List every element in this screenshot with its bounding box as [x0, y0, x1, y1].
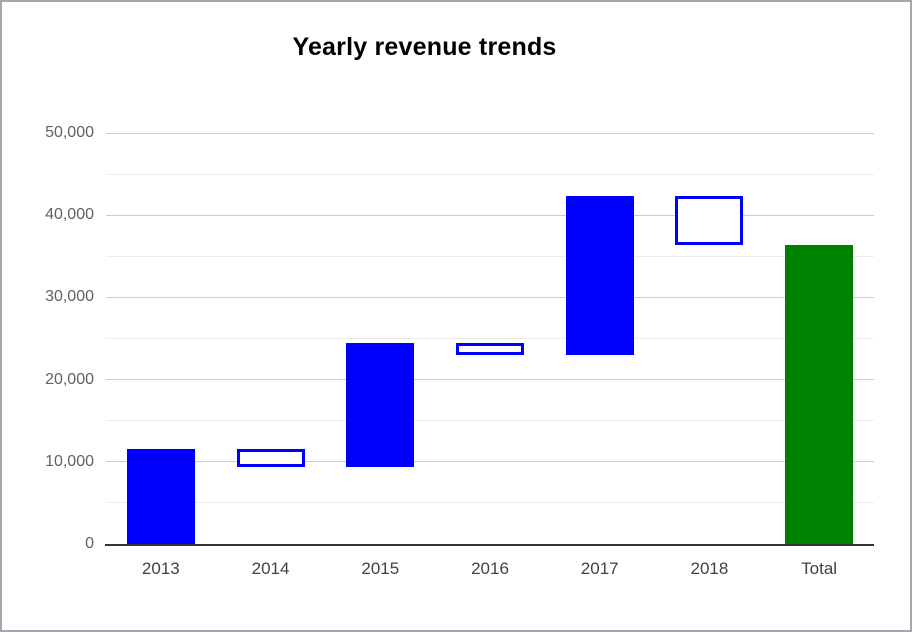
bar-2018[interactable] [675, 196, 744, 245]
major-gridline [106, 214, 874, 216]
minor-gridline [106, 420, 874, 422]
minor-gridline [106, 255, 874, 257]
y-axis-tick-label: 10,000 [45, 452, 94, 470]
x-axis-label: 2013 [141, 559, 180, 578]
major-gridline [106, 461, 874, 463]
chart-title: Yearly revenue trends [292, 33, 557, 61]
minor-gridline [106, 173, 874, 175]
minor-gridline [106, 338, 874, 339]
bar-2015[interactable] [346, 342, 415, 467]
x-axis-label: 2014 [251, 559, 290, 578]
y-axis-tick-label: 20,000 [45, 370, 94, 388]
bar-2016[interactable] [456, 342, 524, 355]
x-axis-label: 2018 [690, 559, 729, 578]
major-gridline [106, 379, 874, 381]
y-axis-tick-label: 50,000 [45, 124, 94, 141]
x-axis-label: Total [801, 559, 838, 578]
bar-2013[interactable] [126, 449, 195, 544]
y-axis-tick-label: 30,000 [45, 288, 94, 306]
major-gridline [106, 132, 874, 134]
y-axis-tick-label: 40,000 [45, 206, 94, 224]
bar-2017[interactable] [565, 196, 634, 355]
y-axis-tick-label: 0 [85, 535, 94, 552]
major-gridline [106, 296, 874, 298]
x-axis-label: 2017 [580, 559, 619, 578]
bar-2014[interactable] [236, 449, 305, 467]
bar-total[interactable] [785, 244, 854, 544]
x-axis-label: 2015 [361, 559, 400, 578]
minor-gridline [106, 502, 874, 504]
x-axis-line [105, 544, 874, 546]
x-axis-label: 2016 [471, 559, 509, 578]
